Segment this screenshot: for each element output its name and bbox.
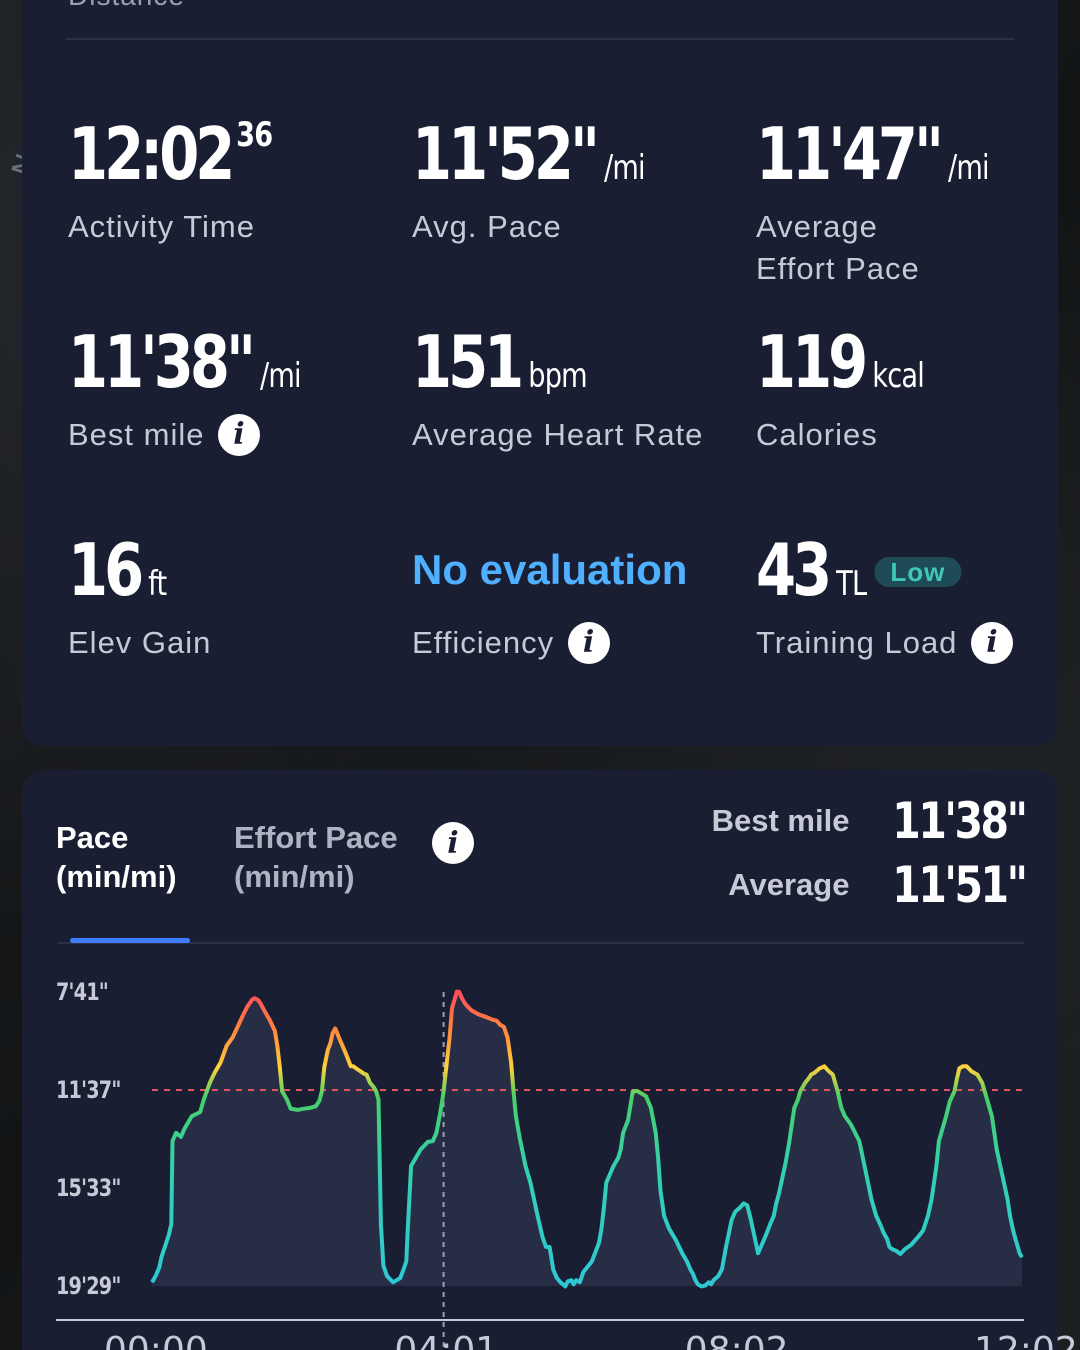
stat-label: Training Load i [756, 622, 1014, 664]
info-icon[interactable]: i [971, 622, 1014, 664]
info-icon[interactable]: i [432, 822, 474, 864]
stat-value: 16 ft [68, 528, 167, 612]
summary-average: Average 11'51" [728, 856, 1028, 914]
stat-label: Calories [756, 417, 878, 452]
stat-best-mile: 11'38"/mi Best mile i [68, 326, 359, 456]
tab-pace[interactable]: Pace (min/mi) [56, 820, 177, 894]
stat-training-load: 43 TL Low Training Load i [756, 534, 1014, 664]
stat-value: 151 bpm [412, 320, 588, 404]
stat-calories: 119 kcal Calories [756, 326, 966, 456]
pace-series-line [150, 989, 1024, 1289]
y-tick-label: 15'33" [56, 1174, 121, 1202]
stat-label: Elev Gain [68, 625, 212, 660]
tab-effort-pace[interactable]: Effort Pace (min/mi) [234, 820, 398, 894]
x-tick-label: 08:02 [685, 1330, 789, 1350]
divider [66, 38, 1014, 40]
efficiency-value: No evaluation [412, 546, 688, 593]
tab-divider [58, 942, 1024, 944]
stat-label: Activity Time [68, 209, 255, 244]
y-tick-label: 19'29" [56, 1272, 121, 1300]
stat-value: 11'47"/mi [756, 112, 990, 196]
info-icon[interactable]: i [568, 622, 611, 664]
stat-value: 11'38"/mi [68, 320, 302, 404]
info-icon[interactable]: i [218, 414, 261, 456]
pace-area [152, 991, 1022, 1287]
stat-label: Average Heart Rate [412, 417, 704, 452]
stat-elev-gain: 16 ft Elev Gain [68, 534, 211, 664]
stat-value: 119 kcal [756, 320, 925, 404]
card-title: Distance [68, 0, 185, 12]
x-tick-label: 04:01 [394, 1330, 498, 1350]
stat-value: 11'52"/mi [412, 112, 646, 196]
y-tick-label: 7'41" [56, 978, 109, 1006]
y-tick-label: 11'37" [56, 1076, 121, 1104]
stat-label: Avg. Pace [412, 209, 562, 244]
stat-efficiency: No evaluation Efficiency i [412, 534, 687, 664]
x-tick-label: 12:02 [974, 1330, 1078, 1350]
summary-best-mile: Best mile 11'38" [711, 792, 1029, 850]
stat-label-line2: Effort Pace [756, 251, 920, 286]
active-tab-indicator [70, 938, 190, 943]
stat-avg-effort-pace: 11'47"/mi Average Effort Pace [756, 118, 1047, 290]
stat-label-line1: Average [756, 209, 878, 244]
stat-activity-time: 12:02 36 Activity Time [68, 118, 324, 248]
stat-label: Best mile i [68, 414, 359, 456]
stat-avg-pace: 11'52"/mi Avg. Pace [412, 118, 703, 248]
x-tick-label: 00:00 [104, 1330, 208, 1350]
stat-value: 12:02 36 [68, 112, 273, 196]
training-load-badge: Low [874, 557, 962, 587]
stat-value: 43 TL Low [756, 534, 962, 606]
stat-label: Efficiency i [412, 622, 687, 664]
stat-avg-heart-rate: 151 bpm Average Heart Rate [412, 326, 703, 456]
